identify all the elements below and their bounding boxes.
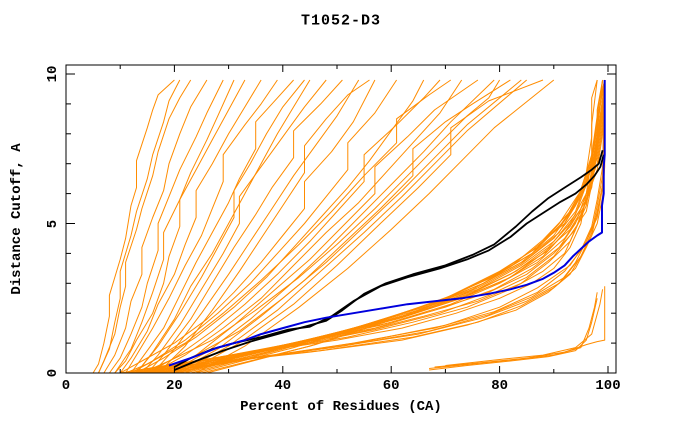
x-axis-label: Percent of Residues (CA) xyxy=(240,399,442,415)
model-curve xyxy=(195,79,555,374)
model-curve xyxy=(179,79,528,374)
model-curve xyxy=(434,286,606,368)
model-curve xyxy=(168,80,606,367)
model-curve xyxy=(125,79,452,374)
highlighted-model-curve-blue xyxy=(168,80,606,367)
x-tick-label: 20 xyxy=(165,378,183,394)
model-curve xyxy=(174,79,606,374)
model-curve xyxy=(174,149,604,371)
model-curve xyxy=(136,79,305,374)
y-tick-label: 5 xyxy=(45,219,61,228)
model-curve xyxy=(146,79,343,374)
model-curve xyxy=(206,79,604,374)
model-curve xyxy=(168,79,495,374)
model-curve xyxy=(125,79,278,374)
chart-title: T1052-D3 xyxy=(300,12,382,30)
model-curve xyxy=(173,154,605,368)
model-curve xyxy=(152,79,606,374)
reference-model-curves-black xyxy=(173,149,605,371)
model-curve xyxy=(108,79,224,374)
model-curve xyxy=(174,79,511,374)
model-curve xyxy=(147,79,441,374)
model-curve xyxy=(136,79,311,374)
y-tick-label: 10 xyxy=(45,65,61,83)
x-tick-label: 0 xyxy=(61,378,71,394)
model-curve xyxy=(130,79,398,374)
model-curve xyxy=(103,79,208,374)
model-curve xyxy=(119,79,262,374)
model-curve xyxy=(114,79,235,374)
model-curve xyxy=(119,79,376,374)
server-model-curves xyxy=(92,79,606,374)
model-curve xyxy=(429,298,598,371)
y-tick-label: 0 xyxy=(45,368,61,378)
model-curve xyxy=(174,79,606,374)
model-curve xyxy=(152,79,360,374)
model-curve xyxy=(445,289,604,366)
model-curve xyxy=(141,79,327,374)
x-tick-label: 60 xyxy=(382,378,400,394)
model-curve xyxy=(157,79,522,374)
model-curve xyxy=(195,79,606,374)
x-tick-label: 40 xyxy=(274,378,292,394)
model-curve xyxy=(163,79,479,374)
plot-frame xyxy=(65,64,617,374)
x-tick-label: 100 xyxy=(595,378,621,394)
model-curve xyxy=(114,79,246,374)
model-curve xyxy=(152,79,463,374)
model-curve xyxy=(98,79,181,374)
model-curve xyxy=(98,79,192,374)
model-curve xyxy=(141,79,501,374)
x-tick-label: 80 xyxy=(491,378,508,394)
model-curve xyxy=(130,79,294,374)
model-curve xyxy=(184,79,544,374)
model-curve xyxy=(92,79,175,374)
